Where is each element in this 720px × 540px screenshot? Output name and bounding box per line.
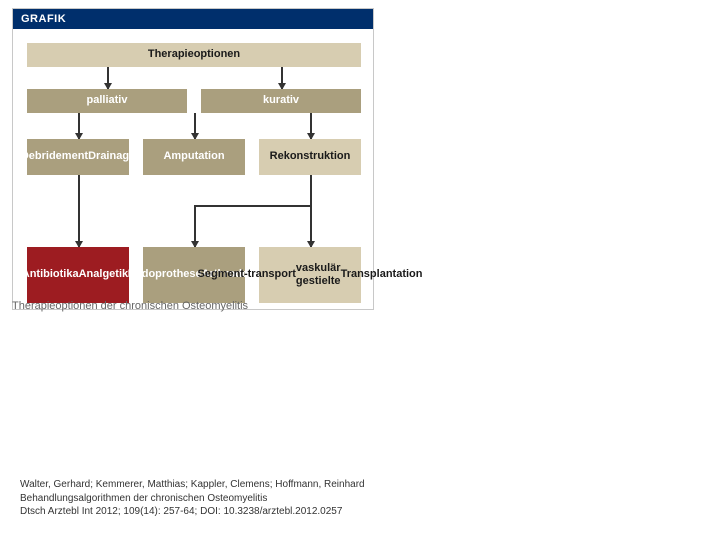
arrow <box>194 113 196 139</box>
node-rekonstruktion: Rekonstruktion <box>259 139 361 175</box>
figure-header-label: GRAFIK <box>21 13 66 25</box>
node-text: Therapieoptionen <box>148 48 240 61</box>
connector <box>310 175 312 205</box>
arrow <box>78 175 80 247</box>
citation-block: Walter, Gerhard; Kemmerer, Matthias; Kap… <box>20 478 365 519</box>
node-debridement: DebridementDrainage <box>27 139 129 175</box>
arrow <box>107 67 109 89</box>
node-segment: Segment-transportvaskulär gestielteTrans… <box>259 247 361 303</box>
figure-caption: Therapieoptionen der chronischen Osteomy… <box>12 300 248 312</box>
arrow <box>310 113 312 139</box>
arrow <box>310 207 312 247</box>
node-text: transport <box>248 268 296 281</box>
node-text: Endoprothese <box>128 268 202 281</box>
node-root: Therapieoptionen <box>27 43 361 67</box>
node-text: kurativ <box>263 94 299 107</box>
citation-title: Behandlungsalgorithmen der chronischen O… <box>20 492 365 506</box>
arrow <box>194 207 196 247</box>
node-text: Rekonstruktion <box>270 150 351 163</box>
citation-authors: Walter, Gerhard; Kemmerer, Matthias; Kap… <box>20 478 365 492</box>
node-antibiotika: AntibiotikaAnalgetika <box>27 247 129 303</box>
caption-text: Therapieoptionen der chronischen Osteomy… <box>12 300 248 312</box>
node-text: Analgetika <box>79 268 135 281</box>
node-text: Amputation <box>163 150 224 163</box>
node-text: palliativ <box>87 94 128 107</box>
node-text: Antibiotika <box>22 268 79 281</box>
connector <box>194 205 312 207</box>
node-text: Segment- <box>198 268 248 281</box>
flowchart-area: Therapieoptionen palliativ kurativ Debridem… <box>13 29 373 309</box>
node-text: Debridement <box>21 150 88 163</box>
arrow <box>281 67 283 89</box>
node-text: vaskulär gestielte <box>296 262 341 288</box>
node-palliativ: palliativ <box>27 89 187 113</box>
node-text: Drainage <box>88 150 135 163</box>
node-amputation: Amputation <box>143 139 245 175</box>
node-text: Transplantation <box>341 268 423 281</box>
figure-header: GRAFIK <box>13 9 373 29</box>
arrow <box>78 113 80 139</box>
node-kurativ: kurativ <box>201 89 361 113</box>
citation-ref: Dtsch Arztebl Int 2012; 109(14): 257-64;… <box>20 505 365 519</box>
figure-panel: GRAFIK Therapieoptionen palliativ kurativ D… <box>12 8 374 310</box>
